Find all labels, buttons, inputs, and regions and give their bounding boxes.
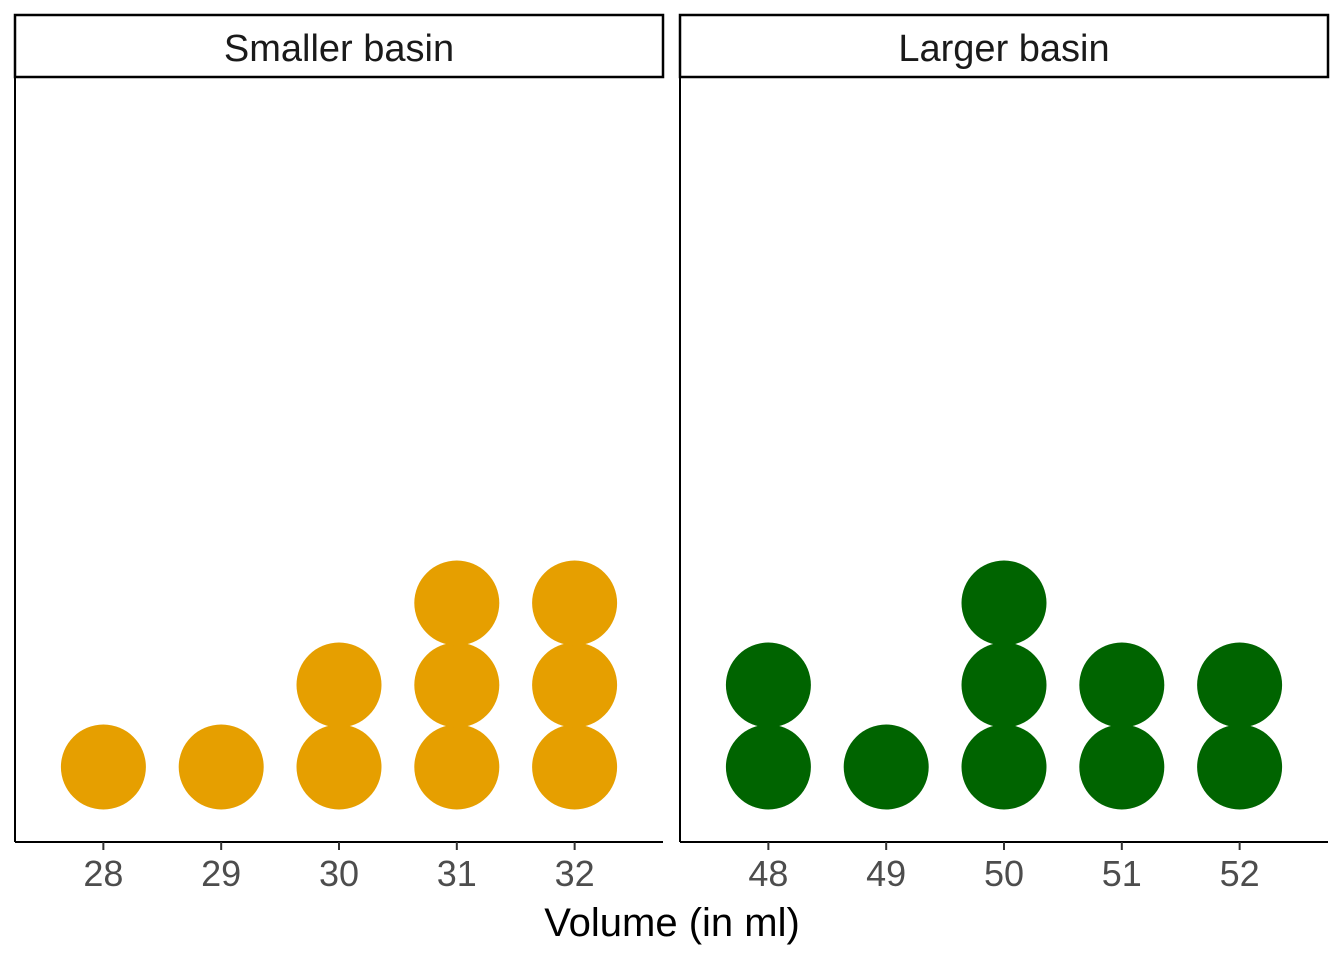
x-tick-label-smaller-basin-30: 30 xyxy=(319,853,359,894)
dot-smaller-basin-31-3 xyxy=(414,560,500,646)
x-tick-label-larger-basin-52: 52 xyxy=(1220,853,1260,894)
dot-larger-basin-50-2 xyxy=(961,642,1047,728)
dot-smaller-basin-31-2 xyxy=(414,642,500,728)
dot-larger-basin-51-1 xyxy=(1079,724,1165,810)
x-tick-label-smaller-basin-31: 31 xyxy=(437,853,477,894)
dot-smaller-basin-28-1 xyxy=(60,724,146,810)
panel-title-smaller-basin: Smaller basin xyxy=(224,28,454,70)
dot-larger-basin-48-1 xyxy=(725,724,811,810)
dot-smaller-basin-32-1 xyxy=(532,724,618,810)
x-tick-label-larger-basin-51: 51 xyxy=(1102,853,1142,894)
dot-larger-basin-51-2 xyxy=(1079,642,1165,728)
dot-smaller-basin-30-2 xyxy=(296,642,382,728)
panel-smaller-basin: Smaller basin 28 29 30 31 32 xyxy=(13,13,665,894)
dot-larger-basin-49-1 xyxy=(843,724,929,810)
dot-larger-basin-52-2 xyxy=(1197,642,1283,728)
panel-title-larger-basin: Larger basin xyxy=(898,28,1109,70)
dot-smaller-basin-32-3 xyxy=(532,560,618,646)
x-tick-label-smaller-basin-32: 32 xyxy=(555,853,595,894)
x-axis-title: Volume (in ml) xyxy=(544,901,800,945)
dot-larger-basin-52-1 xyxy=(1197,724,1283,810)
strip-smaller-basin xyxy=(13,13,665,79)
dot-smaller-basin-31-1 xyxy=(414,724,500,810)
x-tick-label-larger-basin-48: 48 xyxy=(748,853,788,894)
x-tick-label-larger-basin-49: 49 xyxy=(866,853,906,894)
dot-smaller-basin-29-1 xyxy=(178,724,264,810)
dot-smaller-basin-30-1 xyxy=(296,724,382,810)
dot-larger-basin-50-1 xyxy=(961,724,1047,810)
x-tick-label-smaller-basin-28: 28 xyxy=(83,853,123,894)
x-tick-label-smaller-basin-29: 29 xyxy=(201,853,241,894)
strip-larger-basin xyxy=(678,13,1330,79)
dot-smaller-basin-32-2 xyxy=(532,642,618,728)
dot-larger-basin-48-2 xyxy=(725,642,811,728)
panel-larger-basin: Larger basin 48 49 50 51 52 xyxy=(678,13,1330,894)
x-tick-label-larger-basin-50: 50 xyxy=(984,853,1024,894)
dot-larger-basin-50-3 xyxy=(961,560,1047,646)
